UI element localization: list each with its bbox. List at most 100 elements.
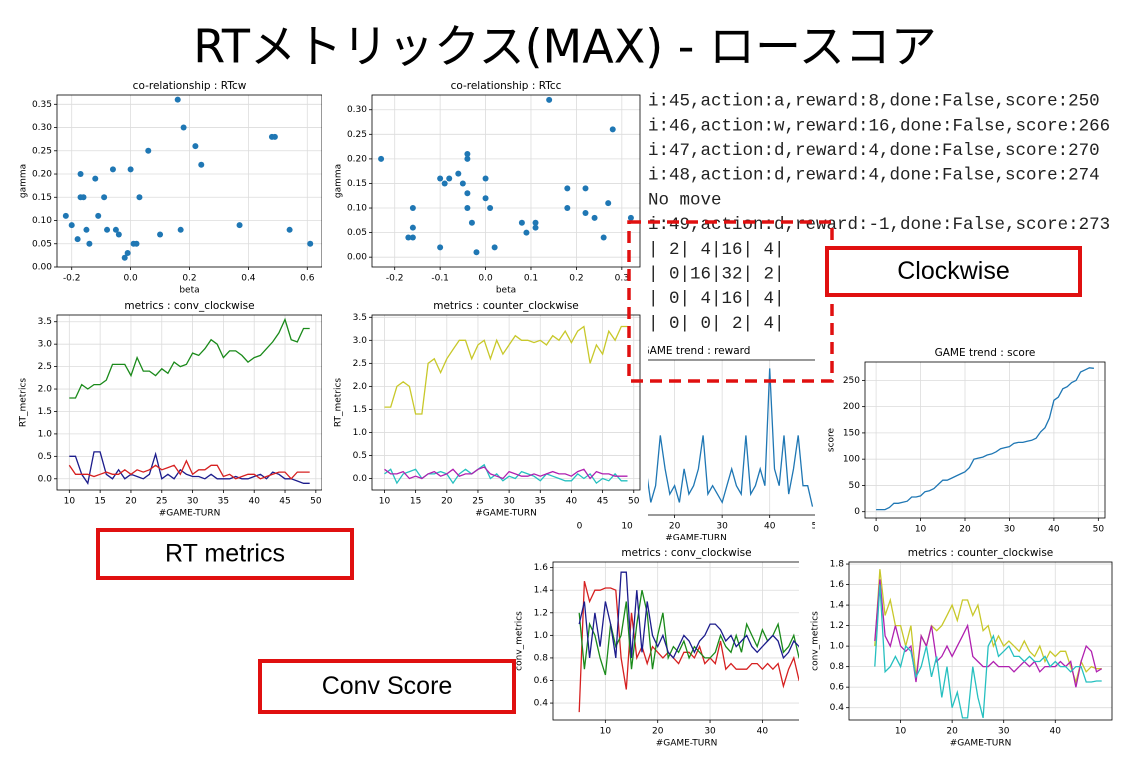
chart-title: metrics : conv_clockwise bbox=[124, 300, 254, 312]
x-tick-label: 0.1 bbox=[524, 274, 538, 284]
scatter-point bbox=[564, 185, 571, 192]
x-tick-label: 0.4 bbox=[241, 274, 256, 284]
scatter-point bbox=[124, 250, 131, 257]
y-tick-label: 0.4 bbox=[830, 703, 845, 713]
y-tick-label: 0.25 bbox=[347, 130, 367, 140]
callout-label: Clockwise bbox=[897, 257, 1010, 285]
scatter-point bbox=[95, 212, 102, 219]
y-tick-label: 0.0 bbox=[353, 474, 368, 484]
y-tick-label: 3.5 bbox=[38, 317, 52, 327]
log-line: i:48,action:d,reward:4,done:False,score:… bbox=[648, 166, 1100, 186]
x-tick-label: 40 bbox=[248, 497, 260, 507]
y-tick-label: 0.4 bbox=[534, 699, 549, 709]
log-line: i:46,action:w,reward:16,done:False,score… bbox=[648, 116, 1110, 136]
scatter-point bbox=[80, 194, 87, 201]
chart-title: GAME trend : score bbox=[935, 347, 1036, 359]
x-tick-label: 45 bbox=[279, 497, 290, 507]
scatter-point bbox=[192, 143, 199, 150]
chart-title: co-relationship : RTcw bbox=[133, 80, 247, 92]
scatter-point bbox=[437, 244, 444, 251]
x-tick-label: 0.2 bbox=[569, 274, 583, 284]
callout-label: RT metrics bbox=[165, 540, 285, 568]
chart-title: metrics : counter_clockwise bbox=[433, 300, 579, 312]
scatter-point bbox=[104, 226, 111, 233]
y-tick-label: 0.25 bbox=[32, 146, 52, 156]
x-tick-label: 40 bbox=[1048, 525, 1060, 535]
scatter-point bbox=[177, 226, 184, 233]
scatter-point bbox=[307, 240, 314, 247]
scatter-point bbox=[473, 249, 480, 256]
scatter-point bbox=[83, 226, 90, 233]
scatter-point bbox=[609, 126, 616, 133]
x-tick-label: 10 bbox=[895, 727, 907, 737]
y-axis-label: RT_metrics bbox=[19, 378, 29, 428]
scatter-point bbox=[62, 212, 69, 219]
scatter-point bbox=[627, 214, 634, 221]
scatter-point bbox=[174, 96, 181, 103]
scatter-point bbox=[600, 234, 607, 241]
x-axis-label: #GAME-TURN bbox=[656, 739, 718, 749]
scatter-point bbox=[459, 180, 466, 187]
y-tick-label: 100 bbox=[843, 455, 860, 465]
log-line: | 2| 4|16| 4| bbox=[648, 240, 785, 260]
y-tick-label: 3.5 bbox=[353, 313, 367, 323]
x-tick-label: 50 bbox=[310, 497, 322, 507]
x-tick-label: 50 bbox=[628, 497, 640, 507]
log-line: No move bbox=[648, 190, 722, 210]
scatter-point bbox=[518, 219, 525, 226]
chart-background bbox=[7, 293, 330, 520]
data-line bbox=[876, 367, 1094, 511]
y-axis-label: gamma bbox=[19, 164, 29, 198]
y-tick-label: 150 bbox=[843, 428, 860, 438]
y-tick-label: 0.05 bbox=[347, 228, 367, 238]
y-tick-label: 2.5 bbox=[38, 362, 52, 372]
data-line bbox=[578, 571, 810, 660]
chart-title: co-relationship : RTcc bbox=[451, 80, 562, 92]
log-line: i:45,action:a,reward:8,done:False,score:… bbox=[648, 92, 1100, 112]
x-tick-label: 15 bbox=[94, 497, 105, 507]
x-tick-label: 10 bbox=[621, 522, 633, 532]
y-tick-label: 1.2 bbox=[830, 621, 844, 631]
x-tick-label: 30 bbox=[704, 727, 716, 737]
scatter-point bbox=[180, 124, 187, 131]
scatter-point bbox=[582, 185, 589, 192]
log-line: | 0|16|32| 2| bbox=[648, 265, 785, 285]
y-tick-label: 0.0 bbox=[38, 474, 53, 484]
highlight-dashed bbox=[627, 220, 834, 383]
chart: -0.2 0.0 0.2 0.4 0.6 0.00 0.05 0.10 0.15 0.20 0.25… bbox=[7, 73, 330, 297]
y-tick-label: 0.15 bbox=[347, 179, 367, 189]
x-tick-label: 0.0 bbox=[123, 274, 138, 284]
y-tick-label: 250 bbox=[843, 376, 860, 386]
x-tick-label: 25 bbox=[472, 497, 483, 507]
chart-background bbox=[799, 540, 1120, 750]
log-line: | 0| 0| 2| 4| bbox=[648, 314, 785, 334]
scatter-point bbox=[145, 147, 152, 154]
chart: 10 15 20 25 30 35 40 45 50 0.0 0.5 1.0 1.5 2.0 2.5 3.0 3… bbox=[7, 293, 330, 520]
x-tick-label: 45 bbox=[597, 497, 608, 507]
scatter-point bbox=[409, 234, 416, 241]
x-tick-label: 20 bbox=[959, 525, 971, 535]
y-tick-label: 0.8 bbox=[534, 653, 549, 663]
scatter-point bbox=[546, 96, 553, 103]
chart: 10 15 20 25 30 35 40 45 50 0.0 0.5 1.0 1.5 2.0 2.5 3.0 3… bbox=[322, 293, 648, 520]
scatter-point bbox=[405, 234, 412, 241]
x-tick-label: -0.1 bbox=[431, 274, 449, 284]
data-line bbox=[68, 459, 310, 480]
x-tick-label: 40 bbox=[566, 497, 578, 507]
x-tick-label: 50 bbox=[1093, 525, 1105, 535]
x-tick-label: 30 bbox=[1004, 525, 1016, 535]
y-tick-label: 1.5 bbox=[38, 407, 52, 417]
y-tick-label: 1.8 bbox=[830, 560, 845, 570]
scatter-point bbox=[455, 170, 462, 177]
y-tick-label: 3.0 bbox=[353, 336, 368, 346]
y-axis-label: RT_metrics bbox=[334, 378, 344, 428]
callout-box bbox=[96, 528, 354, 580]
x-tick-label: -0.2 bbox=[63, 274, 81, 284]
scatter-point bbox=[491, 244, 498, 251]
callout-box bbox=[258, 659, 516, 714]
scatter-point bbox=[133, 240, 140, 247]
y-tick-label: 3.0 bbox=[38, 340, 53, 350]
scatter-point bbox=[136, 194, 143, 201]
y-tick-label: 0.20 bbox=[347, 154, 367, 164]
y-tick-label: 0.6 bbox=[534, 676, 549, 686]
